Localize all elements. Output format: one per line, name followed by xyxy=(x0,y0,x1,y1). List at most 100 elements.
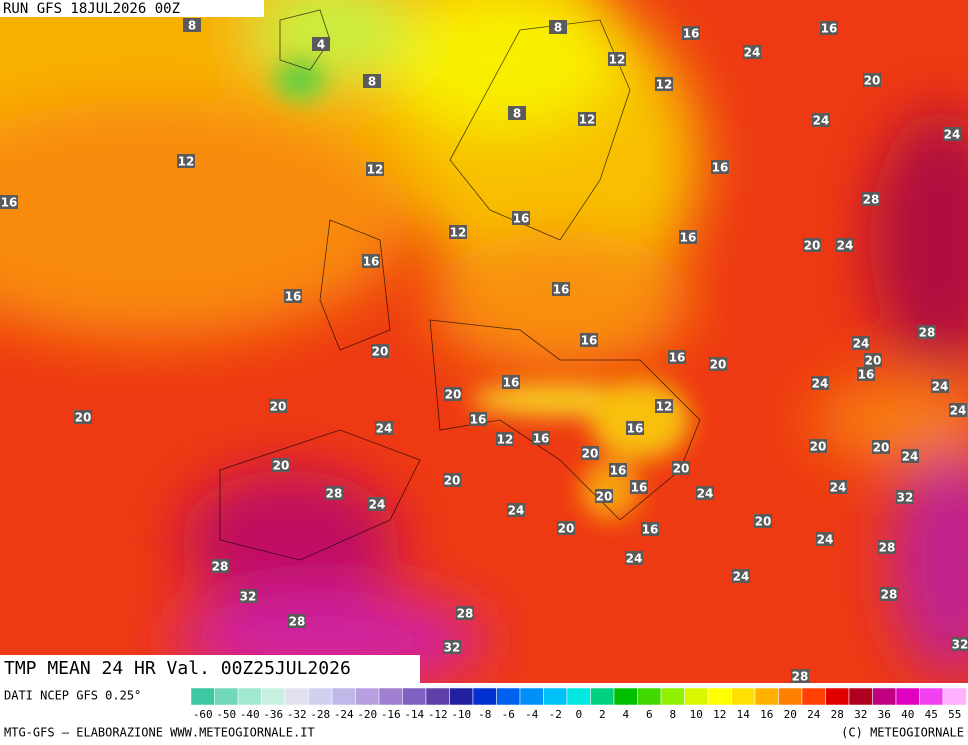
label-box xyxy=(732,569,750,583)
label-box xyxy=(812,113,830,127)
contour-label: 24 xyxy=(837,239,854,253)
contour-label: 20 xyxy=(270,400,287,414)
label-box xyxy=(595,489,613,503)
legend-label: -16 xyxy=(381,708,401,721)
label-box xyxy=(951,637,968,651)
contour-label: 32 xyxy=(952,638,968,652)
contour-label: 16 xyxy=(285,290,302,304)
legend-label: 28 xyxy=(831,708,844,721)
contour-label: 16 xyxy=(712,161,729,175)
legend-swatch xyxy=(284,687,309,706)
legend-label: -12 xyxy=(428,708,448,721)
legend-swatch xyxy=(942,687,967,706)
contour-label: 32 xyxy=(897,491,914,505)
contour-label: 16 xyxy=(513,212,530,226)
label-box xyxy=(872,440,890,454)
legend-swatch xyxy=(754,687,779,706)
legend-swatch xyxy=(378,687,403,706)
label-box xyxy=(512,211,530,225)
contour-label: 20 xyxy=(582,447,599,461)
contour-label: 24 xyxy=(508,504,525,518)
legend-swatch xyxy=(237,687,262,706)
label-box xyxy=(829,480,847,494)
legend-label: 12 xyxy=(713,708,726,721)
contour-label: 20 xyxy=(75,411,92,425)
contour-label: 16 xyxy=(821,22,838,36)
label-box xyxy=(362,254,380,268)
legend-swatch xyxy=(402,687,427,706)
contour-label: 24 xyxy=(830,481,847,495)
label-box xyxy=(791,669,809,683)
legend-swatch xyxy=(472,687,497,706)
label-box xyxy=(312,37,330,51)
contour-label: 8 xyxy=(554,21,562,35)
contour-label: 8 xyxy=(188,19,196,33)
label-box xyxy=(852,336,870,350)
contour-label: 20 xyxy=(445,388,462,402)
contour-label: 4 xyxy=(317,38,325,52)
legend-label: 16 xyxy=(760,708,773,721)
legend-label: 36 xyxy=(878,708,891,721)
label-box xyxy=(949,403,967,417)
contour-label: 16 xyxy=(1,196,18,210)
legend-label: 0 xyxy=(575,708,582,721)
label-box xyxy=(443,473,461,487)
contour-label: 20 xyxy=(864,74,881,88)
contour-label: 16 xyxy=(553,283,570,297)
legend-label: -24 xyxy=(334,708,354,721)
contour-label: 16 xyxy=(610,464,627,478)
label-box xyxy=(371,344,389,358)
label-box xyxy=(507,503,525,517)
label-box xyxy=(809,439,827,453)
contour-label: 16 xyxy=(631,481,648,495)
contour-label: 16 xyxy=(470,413,487,427)
label-box xyxy=(502,375,520,389)
label-box xyxy=(325,486,343,500)
legend-label: 2 xyxy=(599,708,606,721)
map xyxy=(0,0,968,683)
label-box xyxy=(557,521,575,535)
label-box xyxy=(580,333,598,347)
label-box xyxy=(549,20,567,34)
label-box xyxy=(943,127,961,141)
label-box xyxy=(0,195,18,209)
label-box xyxy=(496,432,514,446)
label-box xyxy=(239,589,257,603)
legend-swatch xyxy=(778,687,803,706)
label-box xyxy=(672,461,690,475)
label-box xyxy=(820,21,838,35)
contour-label: 16 xyxy=(627,422,644,436)
label-box xyxy=(696,486,714,500)
contour-label: 24 xyxy=(932,380,949,394)
legend-label: 40 xyxy=(901,708,914,721)
legend-label: -8 xyxy=(478,708,491,721)
legend-label: 10 xyxy=(690,708,703,721)
contour-label: 12 xyxy=(656,78,673,92)
label-box xyxy=(857,367,875,381)
legend-swatch xyxy=(355,687,380,706)
label-box xyxy=(816,532,834,546)
contour-label: 28 xyxy=(289,615,306,629)
contour-label: 20 xyxy=(558,522,575,536)
legend-label: 24 xyxy=(807,708,821,721)
label-box xyxy=(366,162,384,176)
contour-label: 28 xyxy=(792,670,809,684)
contour-label: 24 xyxy=(744,46,761,60)
label-box xyxy=(641,522,659,536)
legend-swatch xyxy=(848,687,873,706)
legend-label: -60 xyxy=(193,708,213,721)
legend-swatch xyxy=(731,687,756,706)
label-box xyxy=(608,52,626,66)
label-box xyxy=(668,350,686,364)
contour-label: 24 xyxy=(950,404,967,418)
contour-label: 28 xyxy=(326,487,343,501)
contour-label: 8 xyxy=(368,75,376,89)
label-box xyxy=(711,160,729,174)
contour-label: 20 xyxy=(444,474,461,488)
contour-label: 20 xyxy=(810,440,827,454)
run-title: RUN GFS 18JUL2026 00Z xyxy=(3,1,180,17)
legend-label: -4 xyxy=(525,708,539,721)
label-box xyxy=(284,289,302,303)
label-box xyxy=(626,421,644,435)
contour-label: 28 xyxy=(863,193,880,207)
